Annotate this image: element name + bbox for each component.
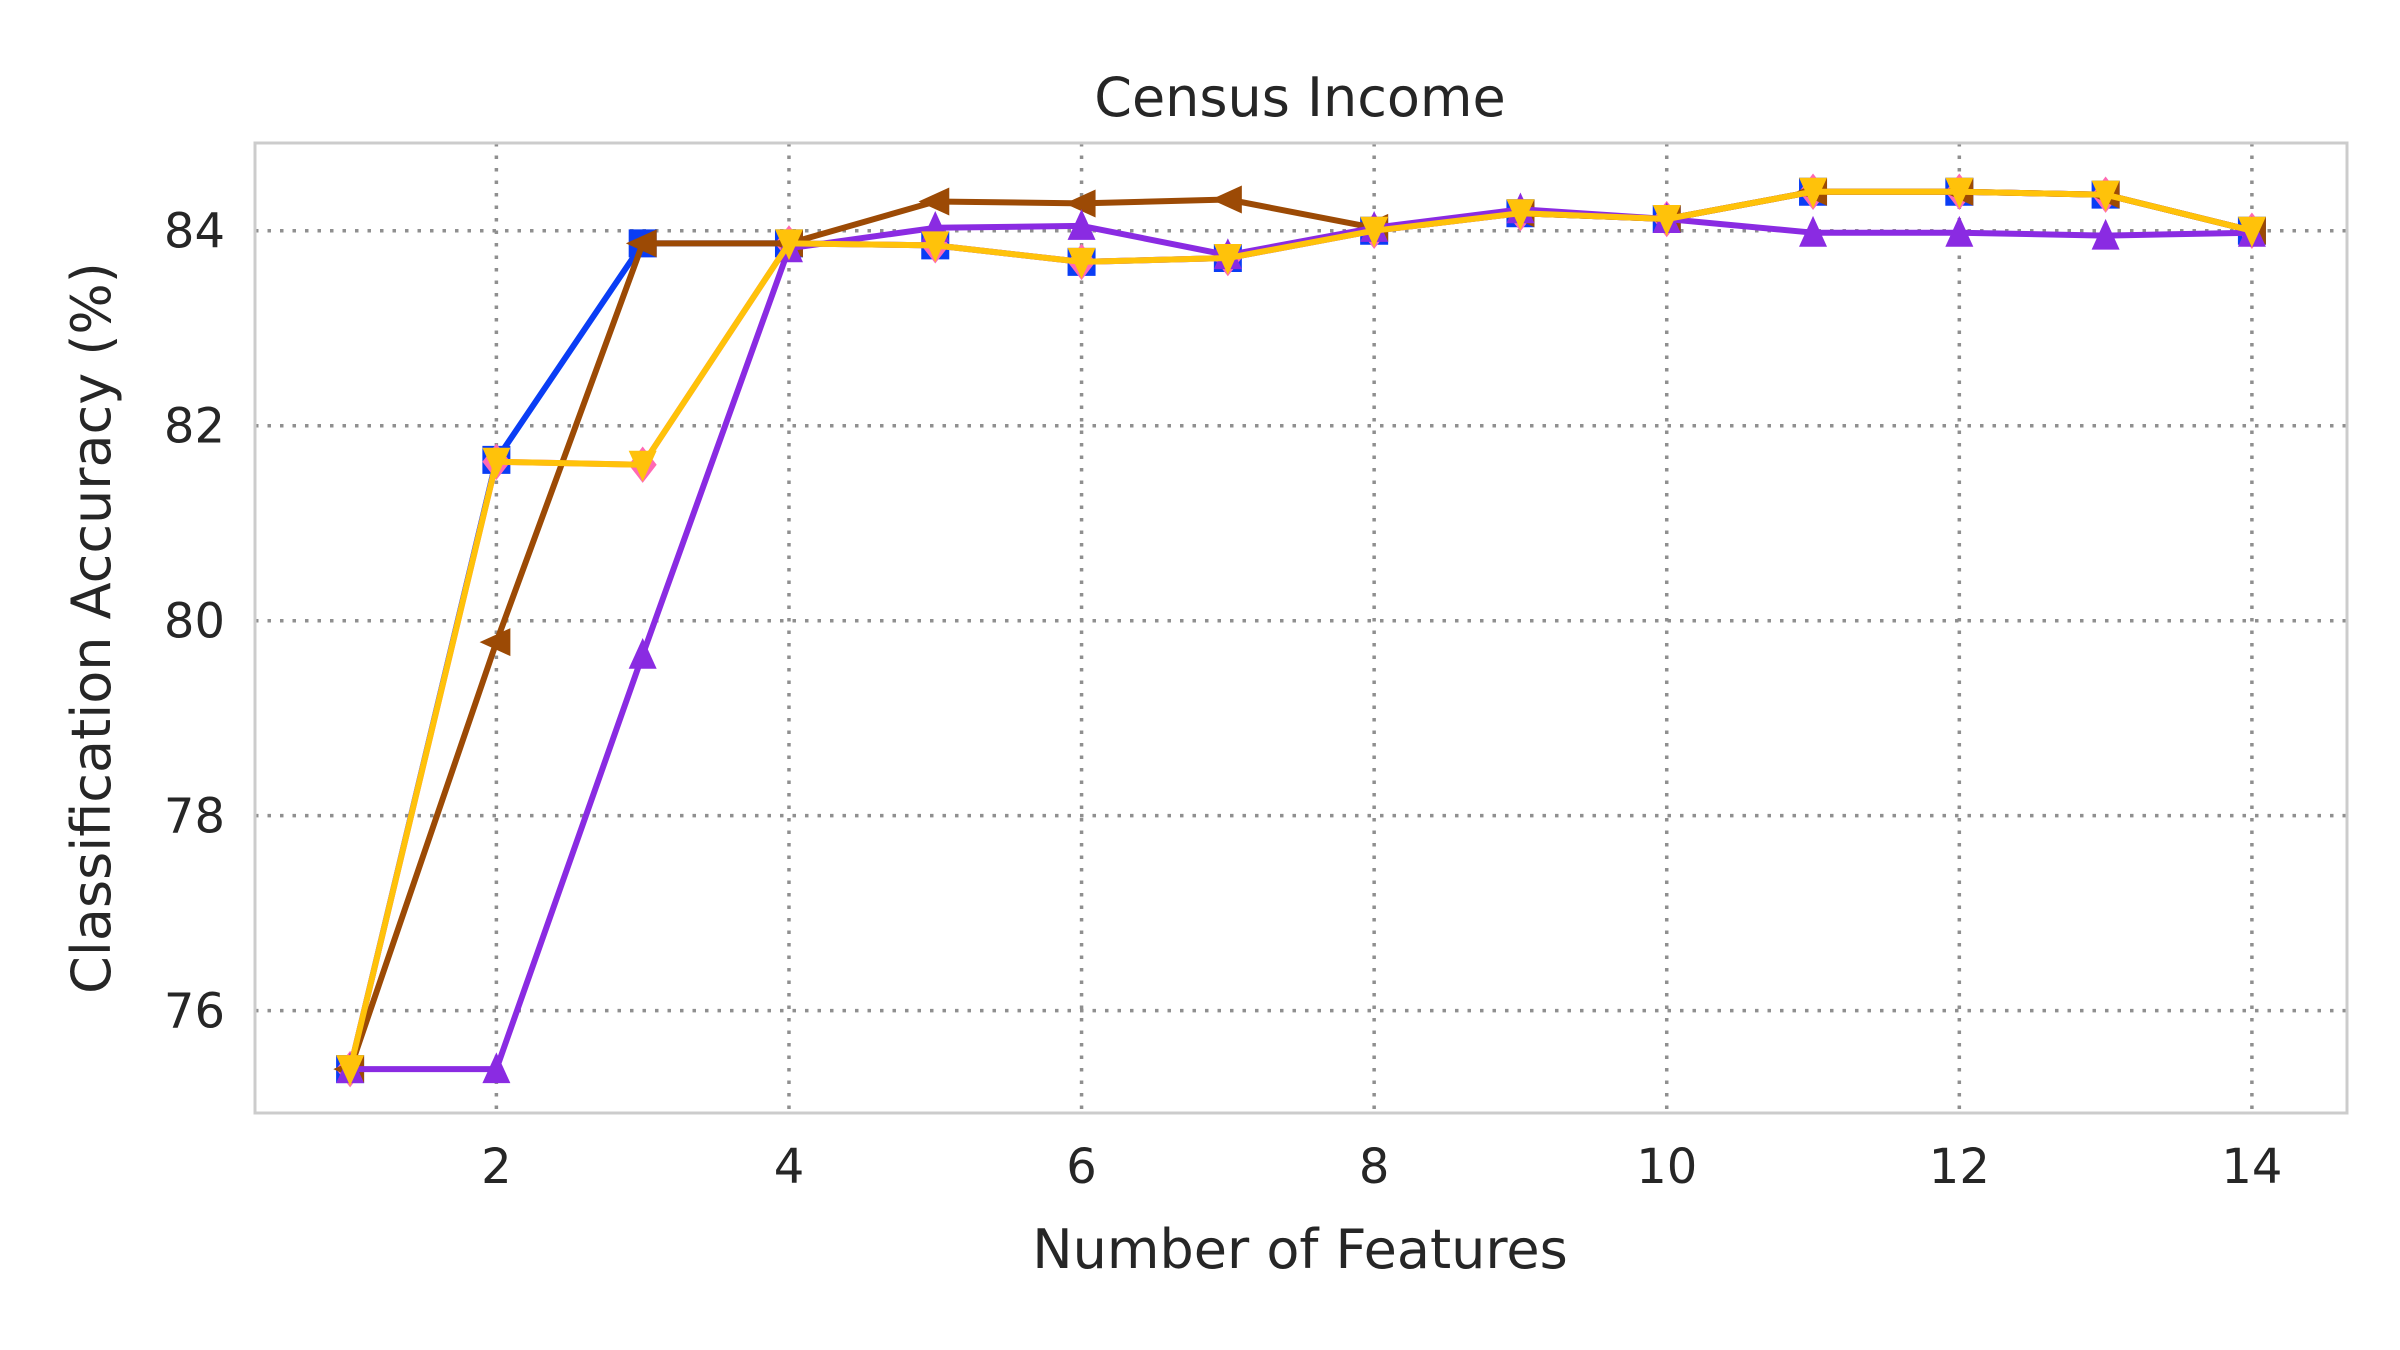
series-3-point — [1211, 185, 1242, 214]
x-tick-label: 10 — [1636, 1139, 1697, 1195]
series-3-point — [1064, 189, 1096, 218]
y-tick-label: 80 — [164, 594, 225, 650]
series-5-point — [1067, 247, 1096, 279]
x-tick-label: 14 — [2221, 1139, 2282, 1195]
grid-lines — [255, 143, 2347, 1113]
series-3 — [333, 177, 2266, 1084]
y-axis-label: Classification Accuracy (%) — [60, 262, 123, 994]
y-tick-label: 78 — [164, 789, 225, 845]
series-5-point — [1506, 199, 1535, 230]
series-5-point — [1652, 205, 1681, 236]
y-tick-label: 84 — [164, 204, 225, 260]
series-3-point — [625, 229, 657, 258]
series-5-point — [921, 231, 950, 263]
series-3-point — [918, 187, 950, 216]
series-1 — [336, 177, 2266, 1084]
series-4-point — [2091, 218, 2120, 250]
series-5-point — [774, 229, 803, 261]
x-tick-label: 8 — [1359, 1139, 1390, 1195]
plot-frame — [253, 141, 2349, 1115]
series-4-point — [1067, 209, 1096, 240]
x-tick-label: 4 — [774, 1139, 805, 1195]
series-3-point — [479, 628, 511, 657]
series-5-point — [628, 450, 657, 482]
series-5-point — [1799, 177, 1828, 209]
series-5-point — [1945, 177, 1974, 209]
series-4-point — [482, 1052, 511, 1084]
series-5-point — [482, 447, 511, 479]
series-5-point — [1213, 244, 1242, 275]
series-1-line — [347, 188, 2255, 1073]
series-4-point — [1945, 215, 1974, 247]
series-5-point — [336, 1055, 365, 1086]
y-tick-label: 82 — [164, 399, 225, 455]
series-layer — [333, 173, 2266, 1088]
x-axis-label: Number of Features — [1032, 1218, 1568, 1281]
y-tick-label: 76 — [164, 984, 225, 1040]
series-5-point — [1360, 216, 1389, 248]
series-2 — [336, 173, 2266, 1088]
series-3-line — [347, 188, 2255, 1073]
series-4-point — [628, 638, 657, 669]
x-tick-label: 6 — [1066, 1139, 1097, 1195]
series-5-point — [2237, 216, 2266, 248]
series-4-line — [347, 206, 2255, 1073]
series-5 — [336, 177, 2266, 1086]
series-4-point — [1799, 215, 1828, 247]
series-5-point — [2091, 180, 2120, 212]
tick-labels: 2 4 6 8 10 12 14 76 78 80 82 84 — [164, 204, 2283, 1195]
series-5-line — [347, 188, 2255, 1073]
series-2-line — [347, 188, 2255, 1073]
chart-title: Census Income — [1094, 66, 1506, 129]
series-4 — [336, 192, 2266, 1084]
x-tick-label: 12 — [1929, 1139, 1990, 1195]
x-tick-label: 2 — [481, 1139, 512, 1195]
